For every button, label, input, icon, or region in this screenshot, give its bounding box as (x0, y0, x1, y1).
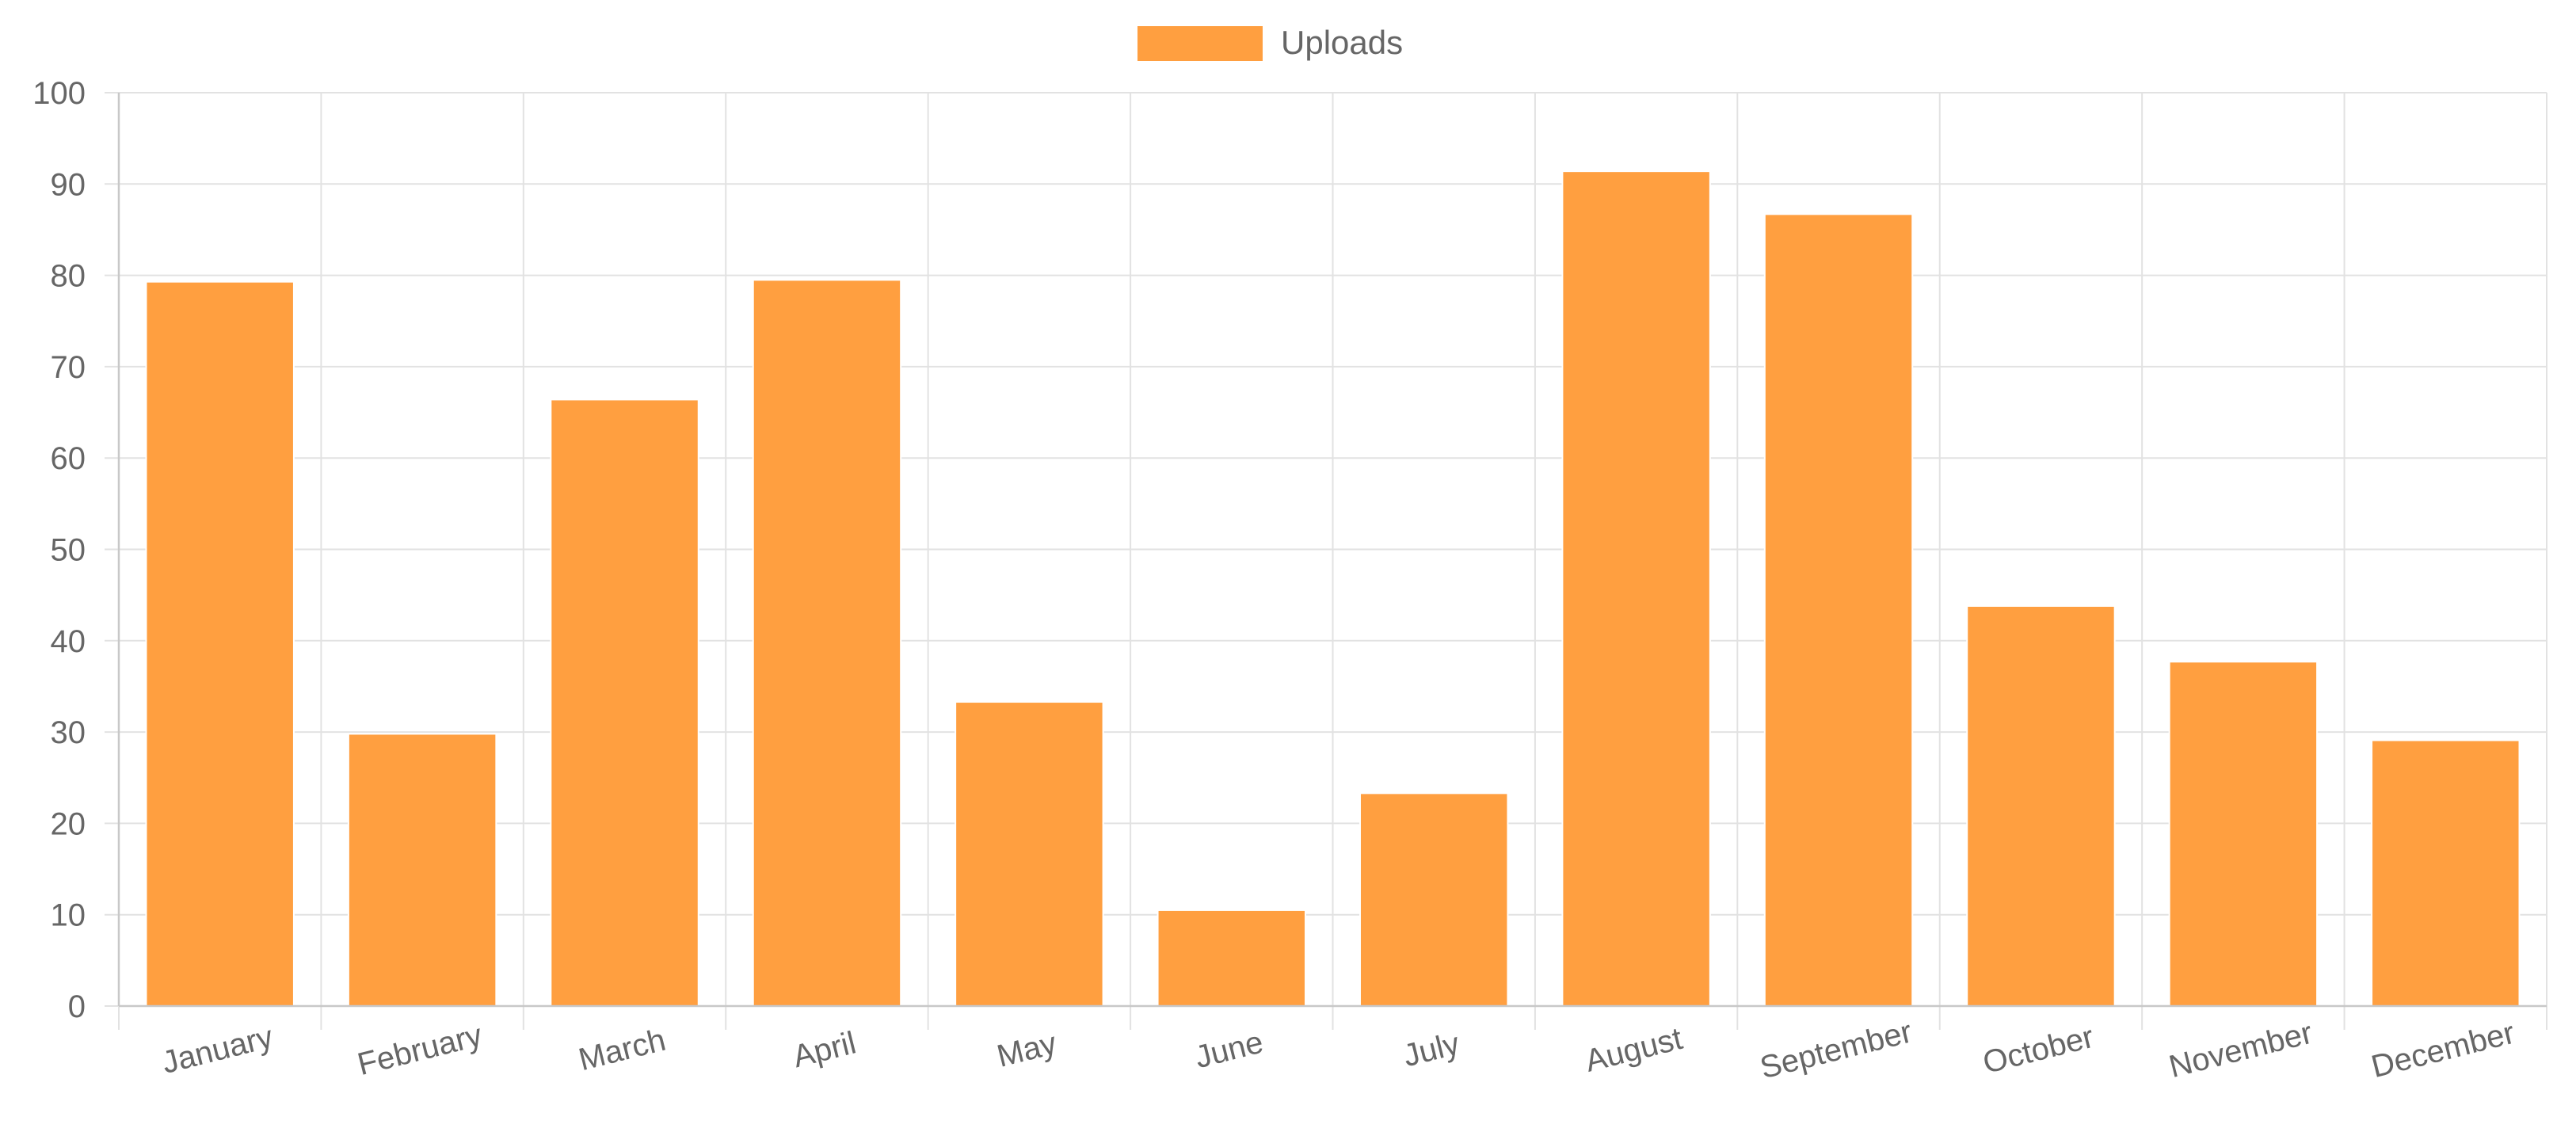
bars (145, 170, 2521, 1008)
x-tick-label: June (1191, 1025, 1267, 1076)
bar-may[interactable] (955, 701, 1104, 1008)
x-tick-label: September (1757, 1014, 1916, 1085)
x-tick-label: April (790, 1025, 859, 1074)
bar-october[interactable] (1966, 604, 2116, 1008)
legend[interactable]: Uploads (1137, 24, 1403, 61)
axes (117, 93, 2547, 1008)
bar-december[interactable] (2371, 739, 2521, 1007)
x-axis-tick-labels: January February March April May June July Augu… (158, 1014, 2518, 1085)
y-tick-label: 20 (51, 806, 86, 841)
legend-label-uploads[interactable]: Uploads (1281, 24, 1403, 61)
bar-september[interactable] (1763, 213, 1914, 1007)
y-tick-label: 80 (51, 259, 86, 294)
y-tick-label: 100 (32, 76, 86, 111)
x-tick-label: May (993, 1026, 1060, 1074)
x-tick-label: February (354, 1018, 486, 1082)
x-tick-label: July (1400, 1026, 1463, 1073)
legend-swatch-uploads[interactable] (1137, 26, 1263, 61)
x-tick-label: October (1980, 1020, 2098, 1081)
x-tick-label: November (2166, 1016, 2316, 1084)
y-tick-label: 70 (51, 350, 86, 385)
bar-june[interactable] (1157, 909, 1307, 1008)
y-tick-label: 60 (51, 441, 86, 476)
y-tick-label: 30 (51, 715, 86, 750)
bar-august[interactable] (1561, 170, 1711, 1008)
bar-january[interactable] (145, 280, 295, 1007)
y-axis-tick-labels: 0 10 20 30 40 50 60 70 80 90 100 (32, 76, 86, 1024)
bar-november[interactable] (2168, 661, 2319, 1007)
bar-march[interactable] (550, 398, 699, 1007)
bar-april[interactable] (752, 279, 902, 1007)
y-tick-label: 90 (51, 167, 86, 202)
x-tick-label: August (1582, 1021, 1686, 1079)
y-tick-label: 10 (51, 898, 86, 933)
x-tick-label: December (2368, 1016, 2518, 1084)
bar-july[interactable] (1358, 792, 1509, 1007)
x-tick-label: March (575, 1023, 669, 1078)
y-tick-label: 50 (51, 533, 86, 568)
bar-february[interactable] (347, 733, 497, 1007)
y-tick-label: 0 (68, 989, 86, 1024)
grid (105, 92, 2547, 1030)
y-tick-label: 40 (51, 624, 86, 659)
x-tick-label: January (158, 1020, 276, 1081)
